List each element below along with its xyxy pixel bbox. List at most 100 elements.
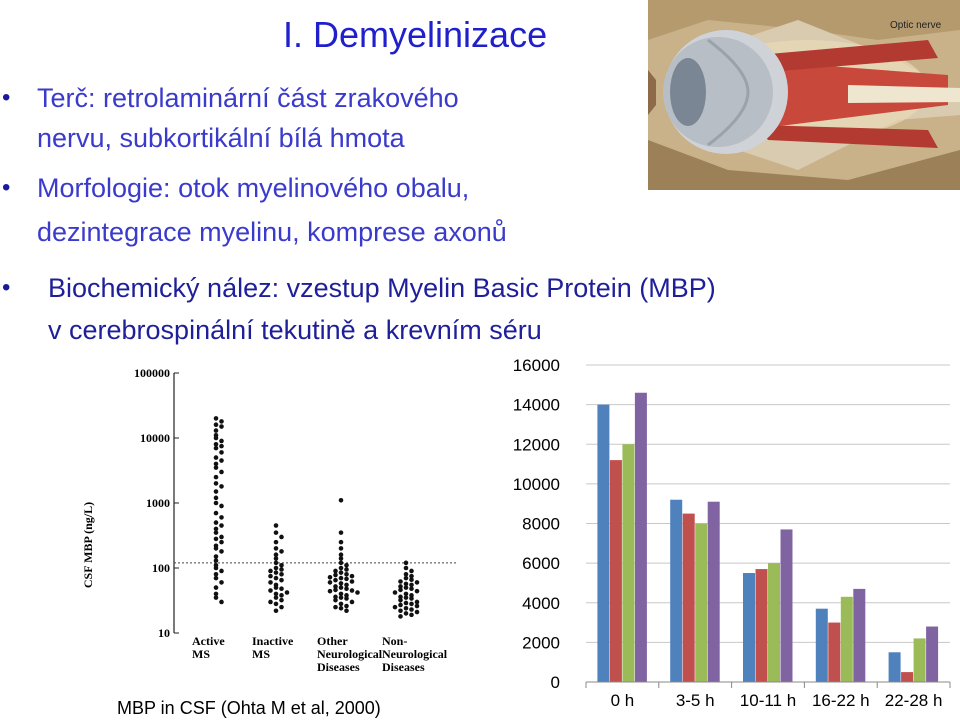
- scatter-point: [219, 534, 224, 540]
- scatter-point: [398, 602, 403, 608]
- bullet-biochemical-line2: v cerebrospinální tekutině a krevním sér…: [48, 315, 542, 345]
- scatter-point: [219, 438, 224, 444]
- bar: [901, 672, 914, 682]
- scatter-point: [219, 580, 224, 585]
- scatter-point: [273, 560, 279, 566]
- bar: [743, 573, 755, 682]
- scatter-point: [213, 461, 219, 467]
- scatter-point: [338, 605, 344, 611]
- scatter-point: [213, 481, 219, 486]
- scatter-point: [273, 556, 279, 561]
- scatter-category-label: MS: [192, 647, 210, 661]
- scatter-point: [409, 612, 414, 618]
- scatter-point: [409, 596, 414, 601]
- bullet-icon: •: [2, 174, 11, 201]
- scatter-point: [338, 575, 344, 581]
- bar-category-label: 3-5 h: [676, 691, 715, 710]
- scatter-point: [213, 546, 219, 551]
- scatter-category-label: Active: [192, 634, 225, 648]
- scatter-point: [213, 520, 219, 525]
- scatter-point: [213, 591, 219, 597]
- scatter-point: [338, 570, 344, 575]
- scatter-point: [219, 523, 224, 528]
- bullet-target-line1: Terč: retrolaminární část zrakového: [37, 83, 459, 113]
- bar-ytick-label: 16000: [513, 356, 560, 375]
- scatter-point: [213, 554, 219, 559]
- scatter-point: [344, 586, 349, 592]
- scatter-point: [338, 539, 344, 545]
- scatter-point: [273, 523, 279, 528]
- scatter-point: [273, 530, 279, 535]
- scatter-point: [414, 603, 420, 609]
- scatter-point: [403, 565, 409, 571]
- mbp-scatter-chart: 100000 10000 1000 100 10 CSF MBP (ng/L) Acti…: [81, 366, 456, 674]
- scatter-point: [213, 510, 219, 516]
- scatter-point: [344, 608, 349, 614]
- scatter-point: [338, 581, 344, 586]
- scatter-point: [338, 498, 344, 503]
- scatter-point: [403, 585, 409, 590]
- bar: [853, 588, 866, 682]
- scatter-point: [268, 599, 273, 605]
- mbp-bar-chart: 0 2000 4000 6000 8000 10000 12000 14000 16000 0 …: [513, 356, 951, 710]
- bar-category-label: 22-28 h: [885, 691, 943, 710]
- bullet-morphology-line2: dezintegrace myelinu, komprese axonů: [37, 217, 507, 247]
- bar: [780, 529, 793, 682]
- scatter-point: [219, 450, 224, 455]
- scatter-point: [349, 573, 355, 579]
- scatter-ytick-label: 10000: [140, 431, 170, 445]
- scatter-point: [349, 588, 355, 593]
- scatter-point: [213, 422, 219, 428]
- scatter-point: [213, 441, 219, 447]
- scatter-point: [409, 601, 414, 607]
- scatter-point: [333, 584, 338, 589]
- scatter-point: [392, 604, 398, 610]
- scatter-point: [273, 595, 279, 600]
- scatter-point: [213, 571, 219, 577]
- scatter-point: [338, 560, 344, 566]
- scatter-point: [398, 594, 403, 600]
- scatter-point: [344, 571, 349, 577]
- scatter-point: [344, 582, 349, 588]
- scatter-point: [213, 536, 219, 542]
- bar-category-label: 0 h: [611, 691, 635, 710]
- scatter-point: [338, 530, 344, 535]
- bar: [840, 596, 853, 682]
- scatter-point: [338, 546, 344, 551]
- bar-ytick-label: 0: [551, 673, 560, 692]
- scatter-point: [213, 489, 219, 494]
- chart-caption: MBP in CSF (Ohta M et al, 2000): [117, 698, 381, 718]
- scatter-point: [268, 580, 273, 585]
- bar: [755, 569, 768, 682]
- scatter-point: [333, 604, 338, 610]
- bar: [622, 444, 635, 682]
- scatter-point: [219, 568, 224, 574]
- scatter-point: [213, 595, 219, 600]
- bar: [815, 608, 828, 682]
- scatter-point: [398, 587, 403, 593]
- scatter-point: [213, 445, 219, 451]
- scatter-point: [409, 577, 414, 583]
- bullet-morphology-line1: Morfologie: otok myelinového obalu,: [37, 173, 470, 203]
- scatter-ylabel: CSF MBP (ng/L): [81, 502, 95, 588]
- scatter-ytick-label: 10: [158, 626, 170, 640]
- scatter-point: [403, 605, 409, 611]
- bar: [682, 513, 695, 682]
- scatter-ytick-label: 100: [152, 561, 170, 575]
- bar-ytick-label: 4000: [522, 594, 560, 613]
- bullet-icon: •: [2, 274, 11, 301]
- scatter-point: [213, 558, 219, 563]
- scatter-point: [213, 500, 219, 506]
- scatter-point: [333, 597, 338, 603]
- scatter-point: [279, 593, 284, 598]
- scatter-point: [268, 588, 273, 593]
- scatter-point: [279, 577, 284, 583]
- scatter-category-label: Diseases: [317, 660, 360, 674]
- bar-category-label: 10-11 h: [740, 691, 796, 710]
- bar-ytick-label: 2000: [522, 633, 560, 652]
- scatter-point: [398, 584, 403, 589]
- scatter-point: [403, 591, 409, 597]
- scatter-point: [398, 597, 403, 603]
- scatter-point: [273, 601, 279, 607]
- scatter-point: [279, 571, 284, 577]
